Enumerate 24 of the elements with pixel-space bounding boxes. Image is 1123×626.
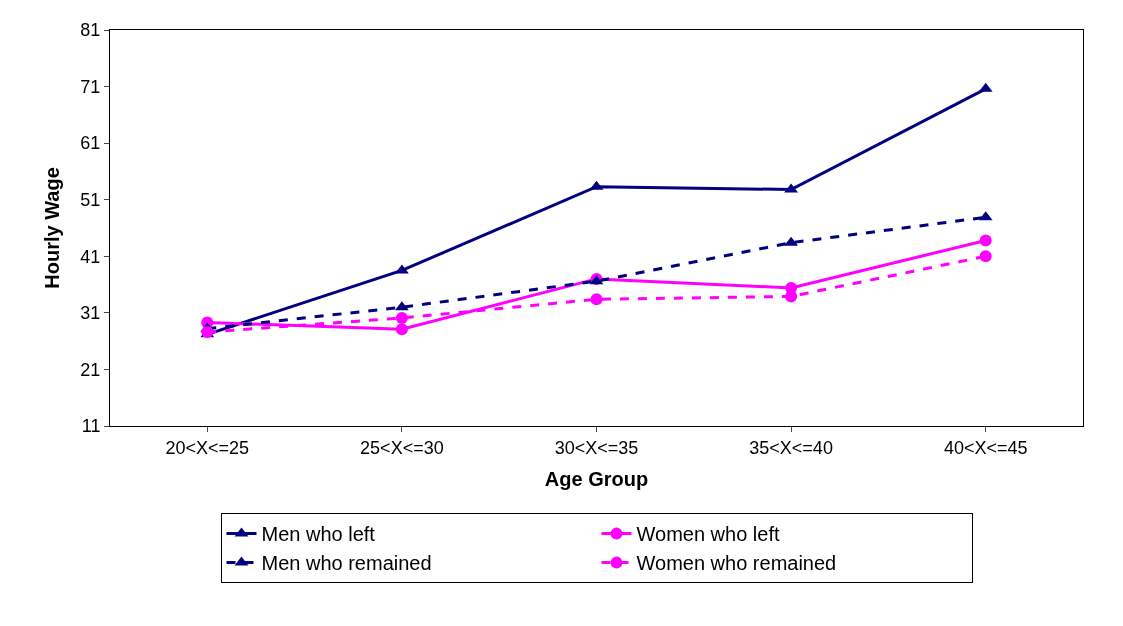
legend-label: Men who left — [261, 523, 376, 546]
legend-label: Women who left — [636, 523, 780, 546]
point — [395, 323, 408, 336]
x-tick-label: 30<X<=35 — [554, 437, 639, 458]
y-tick-label: 21 — [80, 359, 101, 380]
y-tick-label: 81 — [80, 20, 101, 41]
x-axis-title: Age Group — [544, 468, 649, 491]
y-tick-label: 61 — [80, 133, 101, 154]
legend-label: Men who remained — [261, 552, 432, 575]
y-tick-label: 51 — [80, 190, 101, 211]
point — [590, 293, 603, 306]
y-tick-label: 11 — [81, 416, 101, 437]
y-tick-label: 71 — [80, 76, 101, 97]
point — [979, 250, 992, 263]
point — [395, 311, 408, 324]
x-tick-label: 25<X<=30 — [360, 437, 444, 458]
x-tick-label: 20<X<=25 — [165, 437, 250, 458]
point — [979, 234, 992, 247]
y-axis-title: Hourly Wage — [40, 167, 63, 289]
x-tick-label: 35<X<=40 — [749, 437, 833, 458]
y-tick-label: 41 — [80, 246, 101, 267]
y-tick-label: 31 — [80, 303, 101, 324]
legend-label: Women who remained — [636, 552, 837, 575]
x-tick-label: 40<X<=45 — [943, 437, 1028, 458]
